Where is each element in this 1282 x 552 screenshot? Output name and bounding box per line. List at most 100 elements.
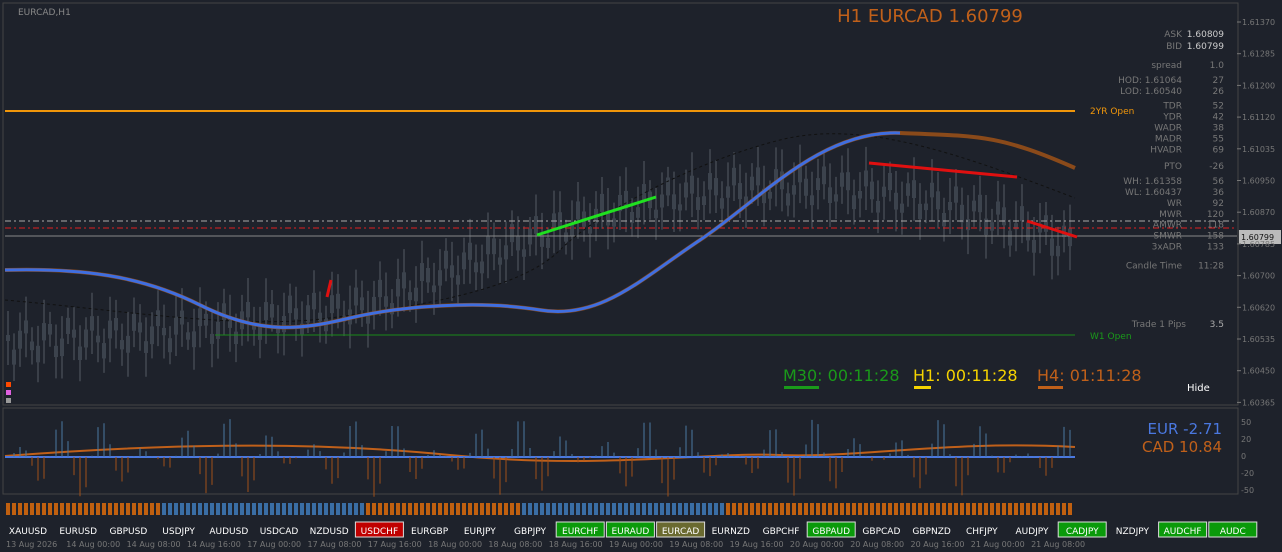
strip-cell (714, 503, 718, 515)
symbol-button[interactable]: AUDC (1220, 527, 1246, 537)
strip-cell (102, 503, 106, 515)
candle-body (720, 198, 724, 209)
strip-cell (600, 503, 604, 515)
candle-body (576, 201, 580, 220)
strip-cell (636, 503, 640, 515)
symbol-button[interactable]: EURGBP (411, 527, 449, 537)
symbol-button[interactable]: EURCAD (662, 527, 700, 537)
symbol-button[interactable]: GBPUSD (109, 527, 147, 537)
candle-body (738, 183, 742, 200)
strip-cell (426, 503, 430, 515)
symbol-button[interactable]: NZDJPY (1116, 527, 1150, 537)
level-label: 2YR Open (1090, 107, 1134, 117)
candle-body (30, 341, 34, 351)
marker (6, 398, 11, 403)
candle-body (60, 338, 64, 357)
strip-cell (96, 503, 100, 515)
info-label: 3xADR (1152, 243, 1182, 253)
candle-body (372, 296, 376, 314)
strip-cell (402, 503, 406, 515)
strip-cell (852, 503, 856, 515)
price-label: 1.60620 (1242, 303, 1275, 312)
candle-body (168, 338, 172, 353)
strip-cell (30, 503, 34, 515)
time-label: 17 Aug 16:00 (368, 540, 422, 549)
trend-down (1026, 219, 1078, 239)
candle-body (588, 227, 592, 234)
candle-body (630, 211, 634, 224)
marker (6, 390, 11, 395)
strip-cell (150, 503, 154, 515)
strip-cell (810, 503, 814, 515)
symbol-button[interactable]: USDCHF (361, 527, 398, 537)
strip-cell (396, 503, 400, 515)
info-value: 120 (1207, 210, 1224, 220)
symbol-button[interactable]: AUDCHF (1164, 527, 1202, 537)
info-value: 69 (1213, 145, 1225, 155)
candle-body (516, 236, 520, 251)
symbol-button[interactable]: CADJPY (1066, 527, 1099, 537)
strip-cell (882, 503, 886, 515)
strip-cell (726, 503, 730, 515)
strip-cell (690, 503, 694, 515)
symbol-button[interactable]: CHFJPY (966, 527, 998, 537)
strip-cell (240, 503, 244, 515)
symbol-button[interactable]: XAUUSD (9, 527, 47, 537)
symbol-button[interactable]: GBPCHF (763, 527, 800, 537)
chart-title: H1 EURCAD 1.60799 (837, 6, 1023, 27)
strip-cell (90, 503, 94, 515)
strip-cell (972, 503, 976, 515)
symbol-button[interactable]: EURAUD (611, 527, 649, 537)
candle-body (876, 200, 880, 213)
symbol-button[interactable]: EURCHF (562, 527, 598, 537)
time-label: 21 Aug 08:00 (1031, 540, 1085, 549)
strip-cell (648, 503, 652, 515)
symbol-button[interactable]: USDCAD (260, 527, 299, 537)
candle-body (672, 194, 676, 210)
strip-cell (384, 503, 388, 515)
hide-button[interactable]: Hide (1187, 383, 1210, 394)
strip-cell (6, 503, 10, 515)
trend-down (868, 161, 1018, 179)
strip-cell (978, 503, 982, 515)
candle-body (432, 285, 436, 293)
info-label: HOD: 1.61064 (1118, 76, 1182, 86)
timer-bar (784, 386, 819, 389)
strip-cell (288, 503, 292, 515)
symbol-button[interactable]: EURNZD (712, 527, 750, 537)
candle-body (846, 172, 850, 191)
symbol-button[interactable]: GBPAUD (812, 527, 850, 537)
symbol-button[interactable]: GBPNZD (912, 527, 950, 537)
symbol-button[interactable]: AUDJPY (1015, 527, 1049, 537)
strip-cell (234, 503, 238, 515)
symbol-button[interactable]: USDJPY (162, 527, 195, 537)
strip-cell (1008, 503, 1012, 515)
symbol-button[interactable]: GBPJPY (514, 527, 546, 537)
symbol-button[interactable]: AUDUSD (209, 527, 248, 537)
candle-body (402, 272, 406, 289)
strip-cell (540, 503, 544, 515)
info-value: 36 (1213, 188, 1225, 198)
price-label: 1.60450 (1242, 367, 1275, 376)
candle-body (714, 178, 718, 196)
candle-body (114, 318, 118, 331)
time-label: 14 Aug 16:00 (187, 540, 241, 549)
info-label: YDR (1162, 113, 1182, 123)
candle-body (234, 331, 238, 345)
candle-body (894, 192, 898, 210)
candle-body (144, 341, 148, 353)
strip-cell (18, 503, 22, 515)
symbol-button[interactable]: NZDUSD (310, 527, 349, 537)
symbol-button[interactable]: GBPCAD (862, 527, 900, 537)
timer: H4: 01:11:28 (1037, 366, 1142, 385)
candle-body (150, 326, 154, 345)
price-label: 1.61120 (1242, 113, 1275, 122)
candle-body (540, 235, 544, 247)
strip-cell (678, 503, 682, 515)
candle-body (18, 330, 22, 349)
candle-body (684, 182, 688, 198)
time-label: 18 Aug 08:00 (488, 540, 542, 549)
strip-cell (492, 503, 496, 515)
symbol-button[interactable]: EURJPY (464, 527, 496, 537)
symbol-button[interactable]: EURUSD (59, 527, 97, 537)
